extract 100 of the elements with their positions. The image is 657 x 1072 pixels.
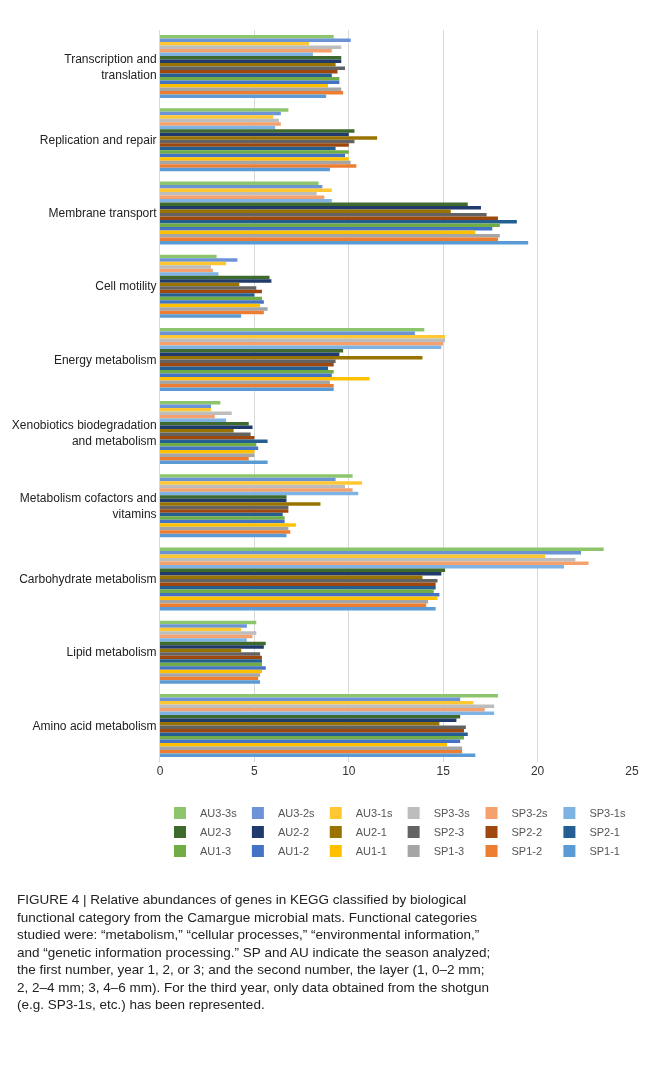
y-tick-label: Replication and repair bbox=[39, 133, 157, 147]
legend-label: SP3-2s bbox=[511, 807, 549, 820]
bar bbox=[160, 488, 353, 492]
bar bbox=[160, 711, 495, 715]
bar bbox=[160, 502, 321, 506]
legend-label: AU3-2s bbox=[277, 807, 316, 820]
bar bbox=[160, 704, 495, 708]
bar bbox=[160, 279, 272, 283]
bar bbox=[160, 746, 463, 750]
legend-label: SP1-3 bbox=[433, 845, 465, 858]
bar bbox=[160, 129, 355, 133]
bar bbox=[160, 286, 257, 290]
x-tick-label: 15 bbox=[436, 764, 451, 778]
bar bbox=[160, 422, 249, 426]
bar bbox=[160, 565, 565, 569]
bar bbox=[160, 331, 415, 335]
bar bbox=[160, 429, 234, 433]
x-tick-label: 10 bbox=[342, 764, 356, 778]
bar bbox=[160, 697, 461, 701]
bar bbox=[160, 481, 363, 485]
bar bbox=[160, 457, 249, 461]
bar bbox=[160, 143, 349, 147]
bar bbox=[160, 272, 219, 276]
bar bbox=[160, 509, 289, 513]
bar bbox=[160, 199, 332, 203]
bar bbox=[160, 122, 281, 126]
legend-label: AU2-1 bbox=[355, 826, 387, 839]
y-tick-label: Xenobiotics biodegradation and metabolism bbox=[11, 418, 157, 448]
bar bbox=[160, 732, 468, 736]
y-tick-label: Carbohydrate metabolism bbox=[19, 572, 157, 587]
bar bbox=[160, 42, 310, 46]
y-tick-label: Lipid metabolism bbox=[66, 645, 157, 660]
bar bbox=[160, 739, 461, 743]
legend-label: SP3-1s bbox=[589, 807, 626, 820]
bar bbox=[160, 523, 296, 527]
bar bbox=[160, 558, 576, 562]
bar bbox=[160, 352, 340, 356]
bar bbox=[160, 631, 257, 635]
bar bbox=[160, 624, 247, 628]
legend-label: AU3-3s bbox=[200, 807, 238, 820]
caption: FIGURE 4 | Relative abundances of genes in KEGG classified by biological functional category from the Camargue microbial mats. Functional categories studied were: “metabolism,” “cellular processes,” “environmental information,” and “genetic information processing.” SP and AU indicate the season analyzed; the first number, year 1, 2, or 3; and the second number, the layer (1, 0–2 mm; 2, 2–4 mm; 3, 4–6 mm). For the third year, only data obtained from the shotgun (e.g. SP3-1s, etc.) has been represented. bbox=[17, 892, 491, 1013]
legend-label: SP2-2 bbox=[511, 826, 543, 839]
legend-label: AU1-1 bbox=[355, 845, 387, 858]
y-tick-label: Cell motility bbox=[95, 279, 157, 294]
bar bbox=[160, 572, 442, 576]
bar bbox=[160, 84, 329, 88]
bar bbox=[160, 185, 323, 189]
bar bbox=[160, 666, 266, 670]
bar bbox=[160, 436, 255, 440]
bar bbox=[160, 314, 242, 318]
bar bbox=[160, 380, 330, 384]
bar bbox=[160, 70, 338, 74]
bar bbox=[160, 516, 285, 520]
legend-label: SP3-3s bbox=[433, 807, 471, 820]
bar bbox=[160, 77, 340, 81]
bar bbox=[160, 293, 255, 297]
bar bbox=[160, 164, 357, 168]
bar bbox=[160, 387, 334, 391]
bar bbox=[160, 474, 353, 478]
bar bbox=[160, 450, 255, 454]
bar bbox=[160, 408, 211, 412]
bar bbox=[160, 673, 261, 677]
bar bbox=[160, 108, 289, 112]
bar bbox=[160, 345, 442, 349]
legend-label: AU3-1s bbox=[355, 807, 393, 820]
legend-label: SP2-1 bbox=[589, 826, 620, 839]
bar bbox=[160, 373, 332, 377]
bar bbox=[160, 645, 264, 649]
bar bbox=[160, 206, 481, 210]
bar bbox=[160, 265, 211, 269]
x-tick-label: 25 bbox=[625, 764, 639, 778]
legend-label: AU1-3 bbox=[200, 845, 232, 858]
y-tick-label: Metabolism cofactors and vitamins bbox=[19, 491, 157, 521]
bar bbox=[160, 35, 334, 39]
bar bbox=[160, 401, 221, 405]
bar bbox=[160, 192, 317, 196]
bar bbox=[160, 258, 238, 262]
bar bbox=[160, 63, 336, 67]
bar bbox=[160, 415, 215, 419]
legend-label: SP1-2 bbox=[511, 845, 543, 858]
legend-label: AU2-2 bbox=[277, 826, 310, 839]
y-tick-label: Energy metabolism bbox=[53, 352, 157, 367]
bar bbox=[160, 157, 349, 161]
bar bbox=[160, 638, 247, 642]
bar bbox=[160, 338, 446, 342]
y-tick-label: Transcription and translation bbox=[64, 52, 157, 82]
bar bbox=[160, 680, 261, 684]
bar bbox=[160, 530, 291, 534]
x-tick-label: 20 bbox=[530, 764, 545, 778]
bar bbox=[160, 56, 342, 60]
bar bbox=[160, 718, 457, 722]
legend-label: AU2-3 bbox=[200, 826, 232, 839]
bar bbox=[160, 300, 264, 304]
y-tick-label: Membrane transport bbox=[48, 206, 158, 221]
bar bbox=[160, 753, 476, 757]
x-tick-label: 5 bbox=[251, 764, 259, 778]
x-tick-label: 0 bbox=[156, 764, 164, 778]
bar bbox=[160, 150, 349, 154]
bar bbox=[160, 495, 287, 499]
bar bbox=[160, 136, 378, 140]
